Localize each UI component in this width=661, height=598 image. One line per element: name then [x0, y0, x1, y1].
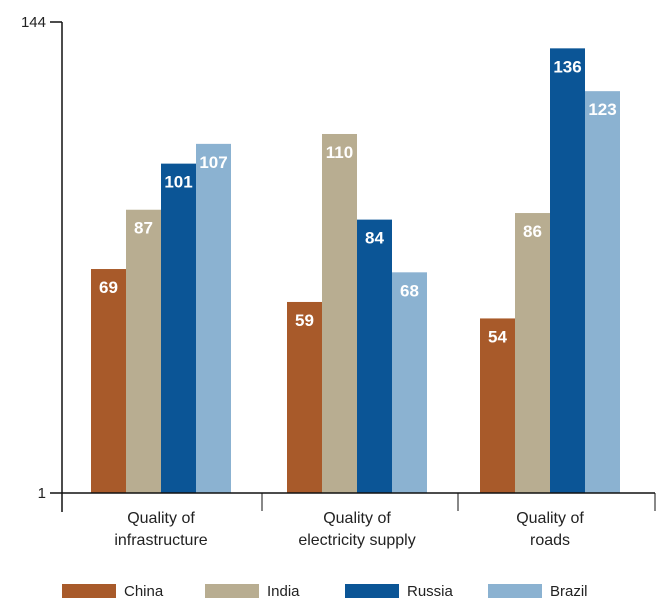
value-label-china-2: 54 [488, 327, 507, 346]
bar-india-1 [322, 133, 357, 493]
category-label: infrastructure [114, 532, 207, 549]
value-label-russia-1: 84 [365, 229, 384, 248]
category-label: Quality of [323, 510, 391, 527]
y-tick-label: 144 [21, 14, 46, 31]
bar-china-0 [91, 269, 126, 493]
value-label-china-1: 59 [295, 311, 314, 330]
x-ticks-group [61, 493, 656, 511]
category-label: roads [530, 532, 570, 549]
legend-swatch-russia [345, 584, 399, 598]
legend: China India Russia Brazil [62, 583, 588, 598]
value-label-india-1: 110 [326, 143, 353, 162]
bar-china-2 [480, 318, 515, 493]
value-label-china-0: 69 [99, 278, 118, 297]
value-labels-group: 69 87 101 107 59 110 84 68 54 86 136 123 [99, 57, 617, 346]
bars-group [91, 48, 620, 494]
value-label-brazil-1: 68 [400, 281, 419, 300]
value-label-brazil-0: 107 [199, 153, 227, 172]
bar-india-2 [515, 213, 550, 493]
value-label-india-2: 86 [523, 222, 542, 241]
y-ticks-group: 1 144 [21, 14, 62, 502]
value-label-russia-2: 136 [553, 57, 581, 76]
category-label: Quality of [127, 510, 195, 527]
bar-china-1 [287, 301, 322, 493]
y-tick-label: 1 [38, 485, 46, 502]
value-label-russia-0: 101 [164, 173, 192, 192]
legend-label-india: India [267, 583, 300, 598]
bar-russia-0 [161, 163, 196, 493]
legend-label-brazil: Brazil [550, 583, 588, 598]
legend-swatch-brazil [488, 584, 542, 598]
bar-brazil-0 [196, 143, 231, 493]
category-label: Quality of [516, 510, 584, 527]
value-label-india-0: 87 [134, 219, 153, 238]
bar-india-0 [126, 209, 161, 493]
category-labels-group: Quality of infrastructure Quality of electr… [114, 510, 584, 549]
category-label: electricity supply [298, 532, 415, 549]
bar-brazil-2 [585, 91, 620, 493]
bar-russia-1 [357, 219, 392, 493]
legend-label-china: China [124, 583, 164, 598]
legend-swatch-india [205, 584, 259, 598]
bar-russia-2 [550, 48, 585, 494]
value-label-brazil-2: 123 [588, 100, 616, 119]
legend-label-russia: Russia [407, 583, 454, 598]
bar-brazil-1 [392, 272, 427, 493]
legend-swatch-china [62, 584, 116, 598]
